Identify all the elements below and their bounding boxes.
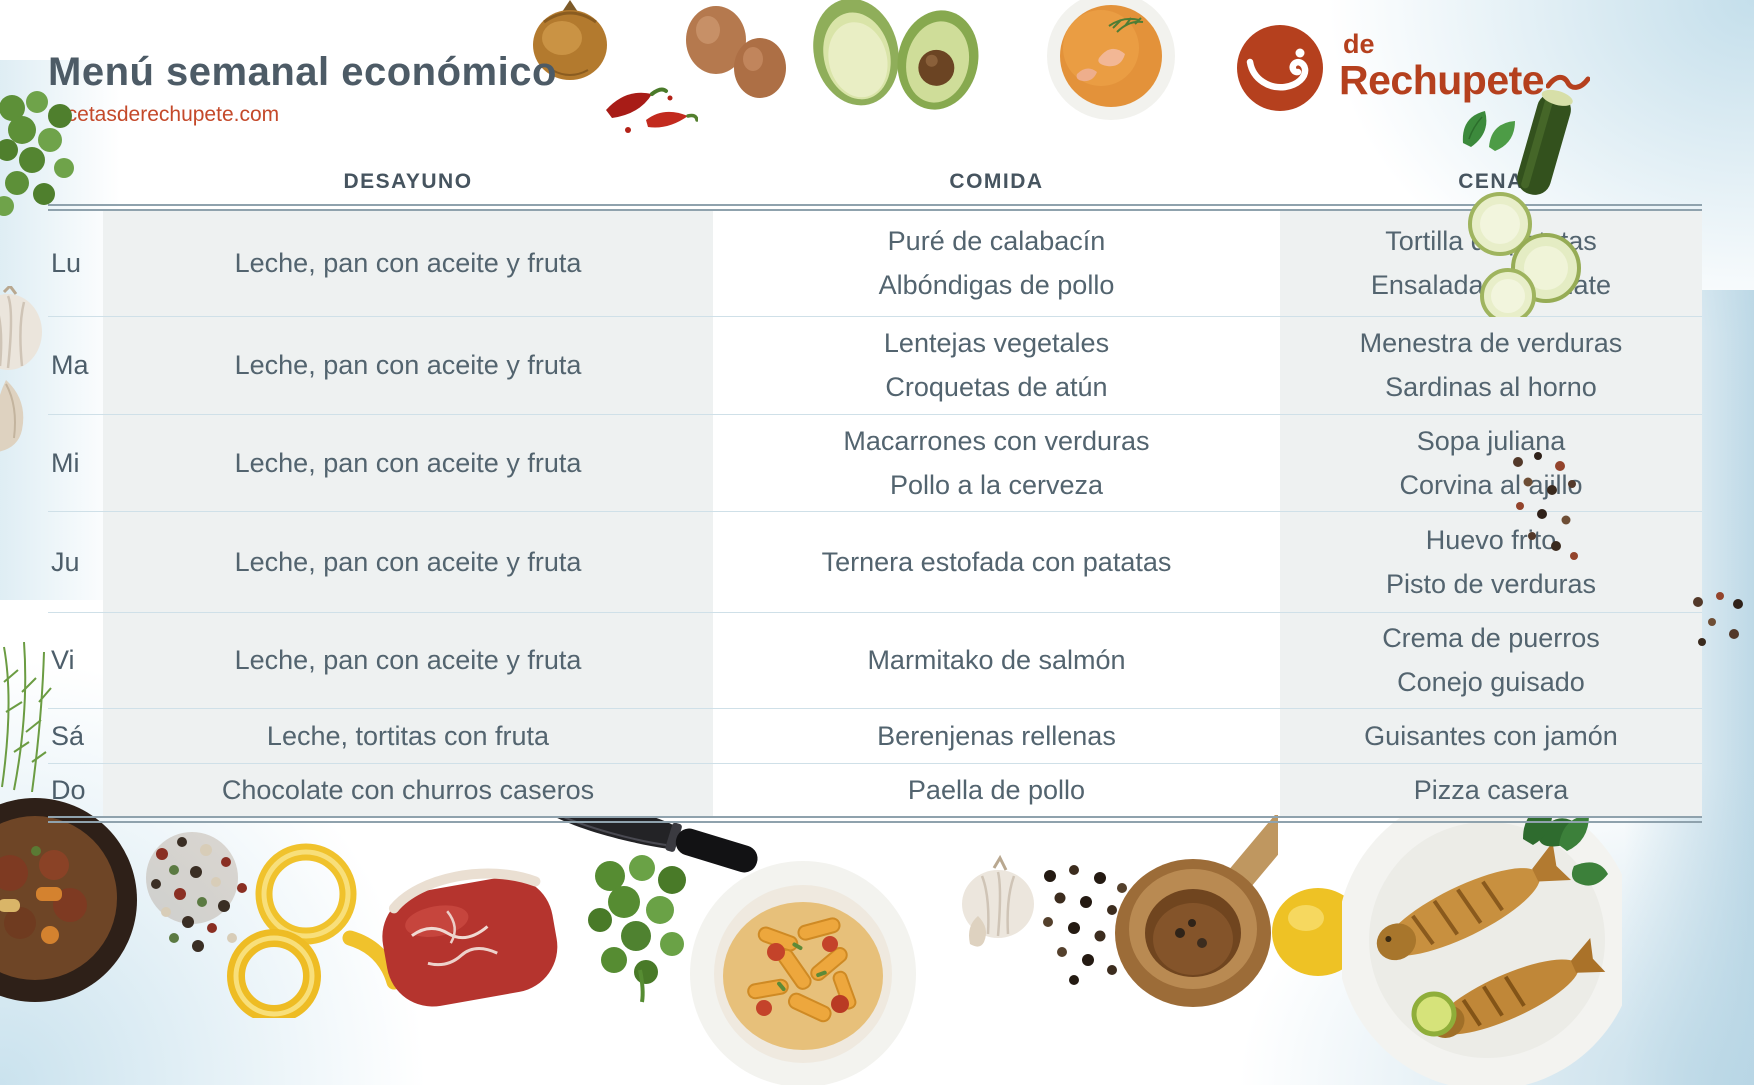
parsley-bunch-photo (580, 850, 720, 1005)
menu-cell-cena: Menestra de verduras Sardinas al horno (1280, 317, 1702, 414)
avocado-photo (800, 0, 992, 118)
menu-cell-desayuno: Leche, pan con aceite y fruta (103, 415, 713, 511)
menu-cell-comida: Puré de calabacín Albóndigas de pollo (878, 226, 1115, 300)
menu-cell-comida: Lentejas vegetales Croquetas de atún (883, 328, 1110, 402)
garlic-photo (950, 852, 1046, 962)
garlic-bulb-photo (0, 283, 44, 372)
menu-cell-desayuno: Chocolate con churros caseros (103, 764, 713, 816)
menu-cell-cena: Tortilla de patatas Ensalada de tomate (1280, 211, 1702, 316)
table-row: Ju Leche, pan con aceite y fruta Ternera… (48, 512, 1702, 613)
column-header-comida: COMIDA (949, 170, 1044, 193)
table-header-row: DESAYUNO COMIDA CENA (48, 160, 1702, 204)
shrimp-soup-bowl-photo (1013, 0, 1209, 128)
day-label: Do (51, 774, 86, 805)
page-title: Menú semanal económico (48, 50, 557, 94)
day-label: Lu (51, 248, 82, 278)
day-label: Ma (51, 350, 89, 380)
menu-cell-cena: Sopa juliana Corvina al ajillo (1280, 415, 1702, 511)
logo-word-rechupete: Rechupete (1339, 57, 1545, 103)
menu-cell-cena: Guisantes con jamón (1280, 709, 1702, 763)
penne-pasta-plate-photo (688, 852, 918, 1085)
day-label: Mi (51, 447, 80, 478)
weekly-menu-table: DESAYUNO COMIDA CENA Lu Leche, pan con a… (48, 160, 1702, 823)
eggs-photo (678, 2, 790, 102)
smile-icon (1237, 25, 1323, 111)
yellow-pepper-rings-photo (222, 828, 404, 1023)
day-label: Vi (51, 645, 75, 675)
menu-cell-comida: Berenjenas rellenas (877, 720, 1116, 751)
grilled-fish-plate-photo (1337, 782, 1637, 1085)
garlic-clove-photo (0, 372, 38, 456)
menu-cell-cena: Pizza casera (1280, 764, 1702, 816)
brand-logo: de Rechupete (1237, 25, 1591, 111)
menu-cell-desayuno: Leche, pan con aceite y fruta (103, 613, 713, 708)
menu-cell-cena: Crema de puerros Conejo guisado (1280, 613, 1702, 708)
column-header-desayuno: DESAYUNO (343, 170, 473, 193)
menu-cell-comida: Ternera estofada con patatas (821, 546, 1172, 577)
table-row: Sá Leche, tortitas con fruta Berenjenas … (48, 709, 1702, 764)
menu-cell-comida: Macarrones con verduras Pollo a la cerve… (843, 425, 1150, 500)
table-row: Ma Leche, pan con aceite y fruta Lenteja… (48, 317, 1702, 415)
menu-cell-comida: Paella de pollo (907, 774, 1086, 805)
day-label: Ju (51, 546, 80, 577)
menu-cell-desayuno: Leche, pan con aceite y fruta (103, 317, 713, 414)
day-label: Sá (51, 720, 85, 751)
beef-stew-photo (0, 795, 140, 1010)
logo-word-de: de (1343, 29, 1375, 59)
menu-cell-desayuno: Leche, pan con aceite y fruta (103, 211, 713, 316)
menu-cell-comida: Marmitako de salmón (867, 645, 1126, 675)
table-row: Do Chocolate con churros caseros Paella … (48, 764, 1702, 816)
menu-cell-cena: Huevo frito Pisto de verduras (1280, 512, 1702, 612)
menu-cell-desayuno: Leche, pan con aceite y fruta (103, 512, 713, 612)
black-peppercorns-photo (1026, 858, 1146, 993)
chili-peppers-photo (598, 72, 699, 138)
lemon-photo (1270, 878, 1370, 986)
pepper-mix-photo (122, 818, 274, 968)
double-rule-bottom (48, 816, 1702, 823)
column-header-cena: CENA (1458, 170, 1524, 193)
menu-cell-desayuno: Leche, tortitas con fruta (103, 709, 713, 763)
table-row: Lu Leche, pan con aceite y fruta Puré de… (48, 211, 1702, 317)
raw-steak-photo (368, 852, 572, 1024)
site-url: recetasderechupete.com (48, 103, 280, 126)
wooden-mortar-photo (1108, 807, 1302, 1020)
table-row: Mi Leche, pan con aceite y fruta Macarro… (48, 415, 1702, 512)
flourish-icon (1546, 74, 1591, 90)
double-rule-top (48, 204, 1702, 211)
table-row: Vi Leche, pan con aceite y fruta Marmita… (48, 613, 1702, 709)
